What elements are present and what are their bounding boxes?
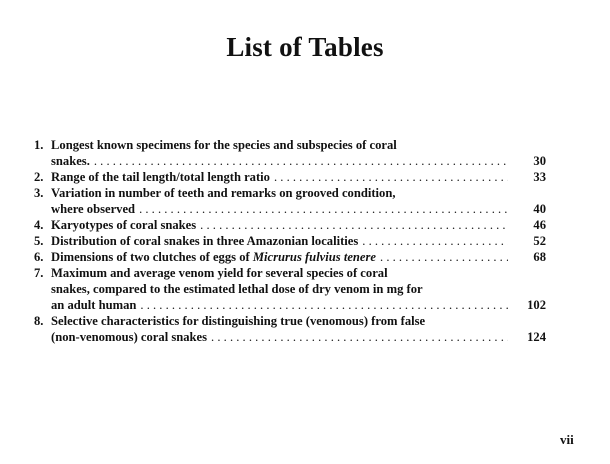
entry-page-number[interactable]: 124 xyxy=(527,330,546,344)
entry-title: Range of the tail length/total length ra… xyxy=(51,170,270,184)
entry-title: (non-venomous) coral snakes xyxy=(51,330,208,344)
table-entry[interactable]: 3. Variation in number of teeth and remar… xyxy=(34,185,546,217)
entry-page-number[interactable]: 33 xyxy=(533,170,546,184)
dot-leader xyxy=(362,233,508,249)
table-entry[interactable]: 5. Distribution of coral snakes in three … xyxy=(34,233,546,249)
dot-leader xyxy=(140,297,508,313)
entry-text-line: snakes, compared to the estimated lethal… xyxy=(51,282,423,296)
entry-title: Distribution of coral snakes in three Am… xyxy=(51,234,359,248)
entry-number: 2. xyxy=(34,170,44,184)
dot-leader xyxy=(94,153,508,169)
dot-leader xyxy=(380,249,508,265)
entry-text-line: Selective characteristics for distinguis… xyxy=(51,314,426,328)
table-entry[interactable]: 7. Maximum and average venom yield for se… xyxy=(34,265,546,313)
entry-page-number[interactable]: 102 xyxy=(527,298,546,312)
entry-page-number[interactable]: 68 xyxy=(533,250,546,264)
page-title: List of Tables xyxy=(226,32,384,62)
species-name: Micrurus fulvius tenere xyxy=(252,250,377,264)
table-entry[interactable]: 8. Selective characteristics for distingu… xyxy=(34,313,546,345)
entry-title: Karyotypes of coral snakes xyxy=(51,218,197,232)
entry-number: 1. xyxy=(34,138,44,152)
table-entry[interactable]: 4. Karyotypes of coral snakes 46 xyxy=(34,217,546,233)
entry-number: 4. xyxy=(34,218,44,232)
entry-page-number[interactable]: 46 xyxy=(533,218,546,232)
dot-leader xyxy=(211,329,508,345)
entry-page-number[interactable]: 52 xyxy=(533,234,546,248)
dot-leader xyxy=(274,169,508,185)
entry-number: 8. xyxy=(34,314,44,328)
entry-text-line: Variation in number of teeth and remarks… xyxy=(51,186,396,200)
dot-leader xyxy=(200,217,508,233)
entry-text-line: Maximum and average venom yield for seve… xyxy=(51,266,388,280)
entry-number: 5. xyxy=(34,234,44,248)
entry-title: where observed xyxy=(51,202,136,216)
entry-number: 7. xyxy=(34,266,44,280)
entry-page-number[interactable]: 40 xyxy=(533,202,546,216)
entry-page-number[interactable]: 30 xyxy=(533,154,546,168)
dot-leader xyxy=(139,201,508,217)
table-entry[interactable]: 2. Range of the tail length/total length … xyxy=(34,169,546,185)
table-entry[interactable]: 1. Longest known specimens for the specie… xyxy=(34,137,546,169)
entry-number: 6. xyxy=(34,250,44,264)
entry-title: snakes. xyxy=(51,154,90,168)
entry-number: 3. xyxy=(34,186,44,200)
table-entry[interactable]: 6. Dimensions of two clutches of eggs of … xyxy=(34,249,546,265)
entry-title: Dimensions of two clutches of eggs of Mi… xyxy=(51,250,377,264)
entry-text-line: Longest known specimens for the species … xyxy=(51,138,397,152)
entry-title: an adult human xyxy=(51,298,137,312)
page-number: vii xyxy=(560,432,574,447)
list-of-tables: 1. Longest known specimens for the specie… xyxy=(34,137,546,345)
